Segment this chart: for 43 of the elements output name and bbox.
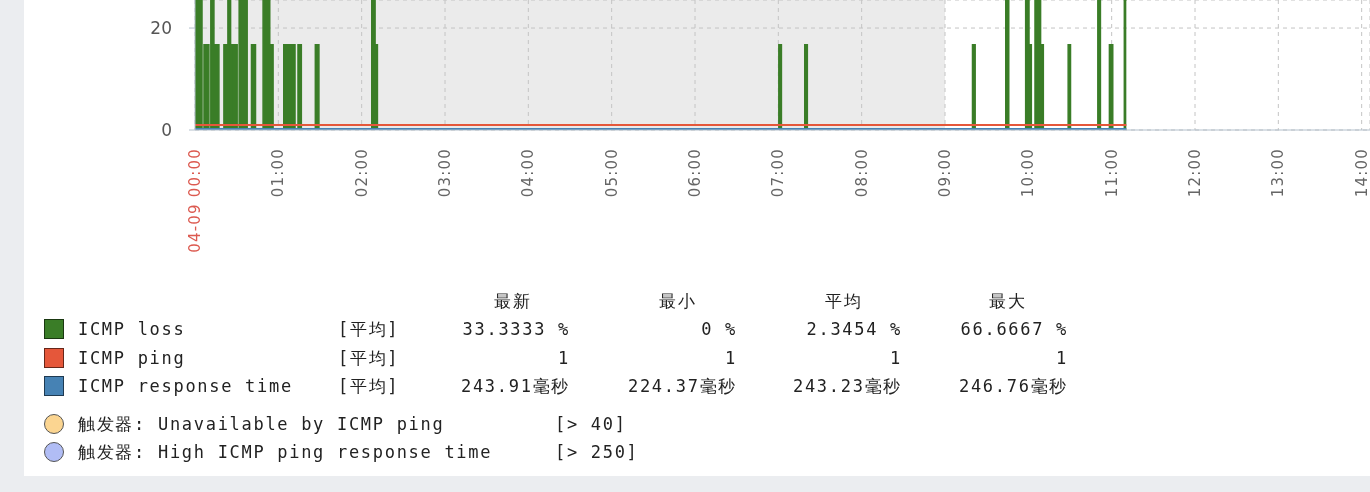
x-tick-label: 03:00 [436, 148, 454, 198]
x-tick-label: 01:00 [269, 148, 288, 198]
text: 243.91毫秒 [460, 376, 570, 397]
text: 最小 [659, 291, 697, 311]
text: 触发器: Unavailable by ICMP ping [78, 413, 445, 435]
x-tick-label: 10:00 [1019, 148, 1038, 198]
x-tick-label: 04:00 [519, 148, 538, 198]
text: 1 [1056, 347, 1068, 368]
legend-label: ICMP response time [78, 375, 293, 398]
x-tick-label: 02:00 [352, 148, 371, 198]
x-tick-label: 12:00 [1186, 148, 1204, 198]
x-tick-label: 13:00 [1269, 148, 1288, 198]
text: [> 40] [555, 413, 627, 435]
text: 0 % [701, 319, 737, 339]
text: 66.6667 % [960, 319, 1068, 339]
text: 1 [890, 347, 902, 368]
text: 触发器: High ICMP ping response time [78, 441, 493, 463]
text: 最新 [494, 291, 532, 311]
text: 224.37毫秒 [627, 376, 737, 397]
x-tick-label: 09:00 [936, 148, 954, 198]
y-tick-label: 20 [150, 18, 172, 39]
x-tick-label: 08:00 [852, 148, 871, 198]
y-tick-label: 0 [161, 120, 172, 141]
text: [> 250] [555, 441, 639, 463]
x-tick-label: 14:00 [1352, 148, 1370, 198]
text: [平均] [338, 318, 400, 340]
text: 最大 [989, 291, 1027, 311]
text: 1 [725, 347, 737, 368]
x-tick-label: 04-09 00:00 [186, 148, 204, 253]
text: 33.3333 % [462, 319, 570, 339]
legend-label: ICMP ping [78, 346, 186, 369]
text: 246.76毫秒 [958, 376, 1068, 397]
text: 1 [558, 347, 570, 368]
text: 243.23毫秒 [792, 376, 902, 397]
text: 2.3454 % [806, 319, 902, 339]
x-tick-label: 05:00 [602, 148, 621, 198]
x-tick-label: 06:00 [686, 148, 704, 198]
legend-label: ICMP loss [78, 318, 186, 340]
text: 平均 [825, 291, 863, 311]
text: [平均] [338, 375, 400, 398]
x-tick-label: 11:00 [1102, 148, 1121, 198]
text: [平均] [338, 346, 400, 369]
x-tick-label: 07:00 [769, 148, 788, 198]
